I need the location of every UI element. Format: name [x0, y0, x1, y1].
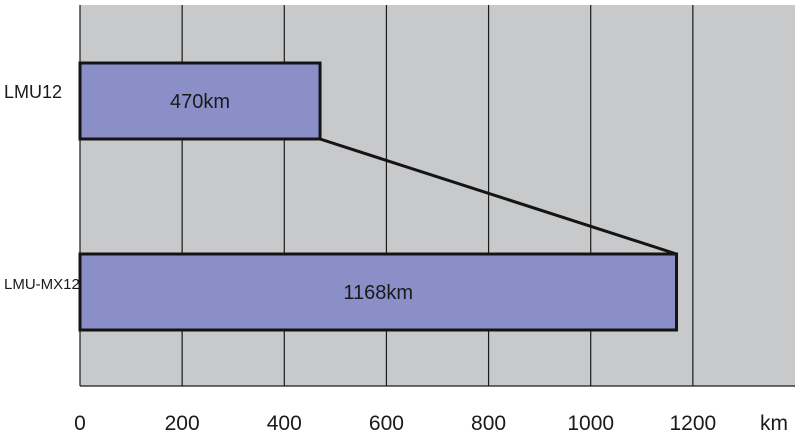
x-tick-label: 1200 [669, 412, 716, 435]
x-tick-label: 0 [74, 412, 86, 435]
category-labels: LMU12 LMU-MX12 [4, 82, 80, 293]
x-unit-label: km [760, 412, 788, 435]
bar-value-label: 1168km [343, 282, 413, 304]
x-tick-label: 200 [165, 412, 200, 435]
bar [78, 61, 322, 141]
x-tick-label: 600 [369, 412, 404, 435]
x-tick-labels: 0 200 400 600 800 1000 1200 [74, 412, 716, 435]
category-label: LMU-MX12 [4, 276, 80, 293]
x-tick-label: 800 [471, 412, 506, 435]
bar-connector-line [319, 137, 677, 256]
category-label: LMU12 [4, 82, 62, 102]
x-tick-label: 400 [267, 412, 302, 435]
bar-value-label: 470km [170, 91, 230, 113]
bar [78, 252, 679, 332]
bars: 470km 1168km [78, 61, 679, 332]
x-tick-label: 1000 [567, 412, 614, 435]
